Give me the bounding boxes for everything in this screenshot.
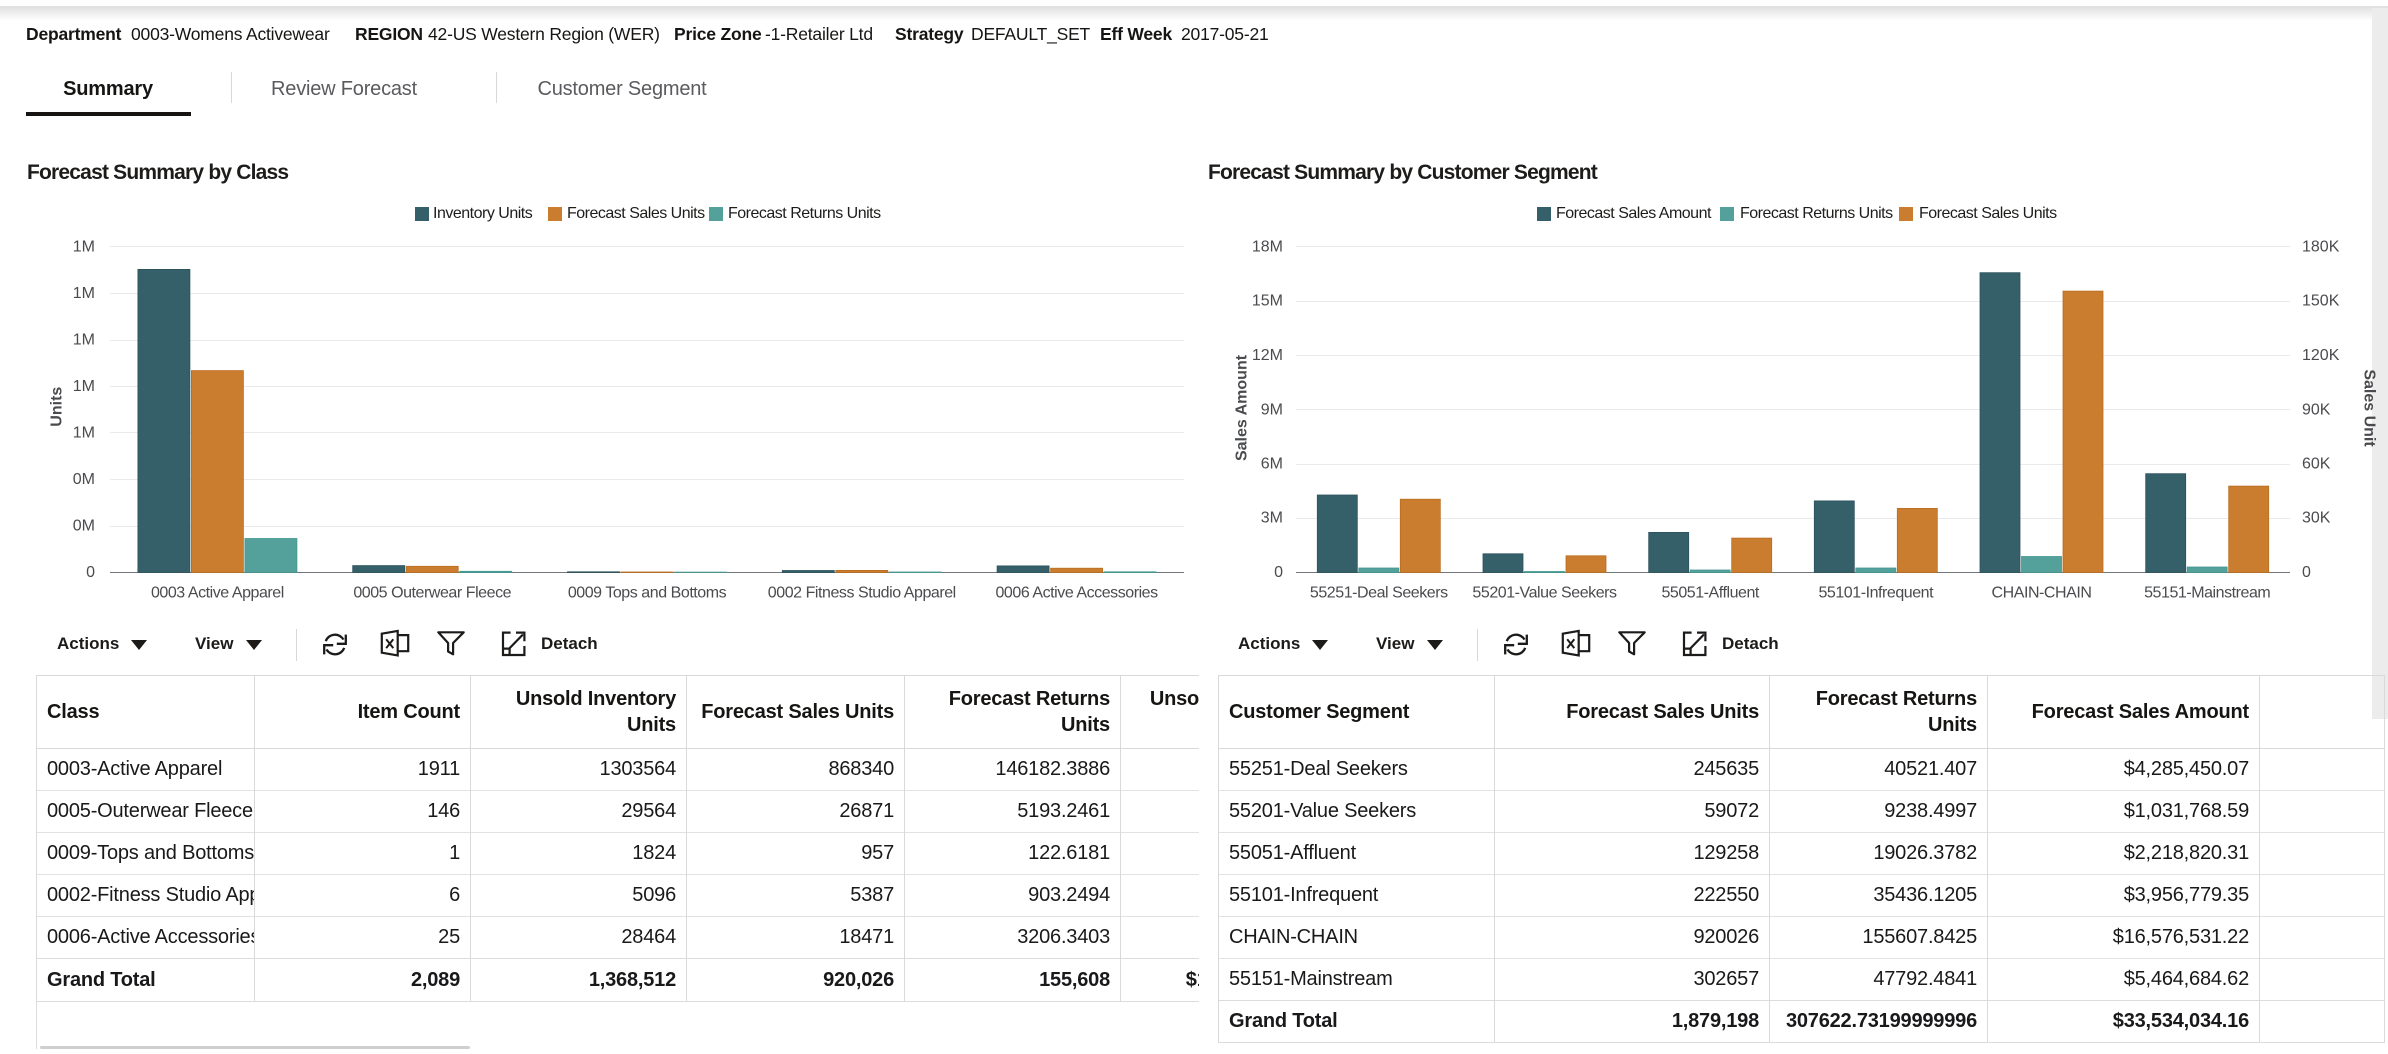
svg-text:55101-Infrequent: 55101-Infrequent [1818, 585, 1934, 602]
svg-text:12M: 12M [1252, 347, 1283, 364]
svg-text:6M: 6M [1261, 456, 1283, 473]
svg-text:Units: Units [49, 387, 66, 427]
svg-text:9M: 9M [1261, 401, 1283, 418]
svg-text:30K: 30K [2302, 510, 2331, 527]
svg-text:55151-Mainstream: 55151-Mainstream [2144, 585, 2270, 602]
svg-text:55251-Deal Seekers: 55251-Deal Seekers [1310, 585, 1448, 602]
svg-text:15M: 15M [1252, 293, 1283, 310]
svg-text:55051-Affluent: 55051-Affluent [1661, 585, 1759, 602]
svg-text:1M: 1M [73, 285, 95, 302]
svg-text:0003 Active Apparel: 0003 Active Apparel [151, 585, 284, 602]
svg-text:0M: 0M [73, 471, 95, 488]
svg-text:0005 Outerwear Fleece: 0005 Outerwear Fleece [353, 585, 511, 602]
svg-text:0: 0 [86, 564, 95, 581]
svg-text:1M: 1M [73, 239, 95, 256]
svg-text:90K: 90K [2302, 401, 2331, 418]
svg-text:0002 Fitness Studio Apparel: 0002 Fitness Studio Apparel [768, 585, 956, 602]
svg-text:60K: 60K [2302, 456, 2331, 473]
svg-text:0009 Tops and Bottoms: 0009 Tops and Bottoms [568, 585, 727, 602]
svg-text:1M: 1M [73, 425, 95, 442]
svg-text:18M: 18M [1252, 239, 1283, 256]
svg-text:3M: 3M [1261, 510, 1283, 527]
svg-text:1M: 1M [73, 332, 95, 349]
svg-text:0006 Active Accessories: 0006 Active Accessories [995, 585, 1158, 602]
svg-text:55201-Value Seekers: 55201-Value Seekers [1472, 585, 1617, 602]
svg-text:120K: 120K [2302, 347, 2340, 364]
svg-text:180K: 180K [2302, 239, 2340, 256]
svg-text:0: 0 [1274, 564, 1283, 581]
svg-text:Sales Unit: Sales Unit [2361, 369, 2378, 447]
svg-text:Sales Amount: Sales Amount [1234, 354, 1251, 461]
svg-text:150K: 150K [2302, 293, 2340, 310]
svg-text:CHAIN-CHAIN: CHAIN-CHAIN [1992, 585, 2092, 602]
svg-text:1M: 1M [73, 378, 95, 395]
svg-text:0: 0 [2302, 564, 2311, 581]
svg-text:0M: 0M [73, 518, 95, 535]
